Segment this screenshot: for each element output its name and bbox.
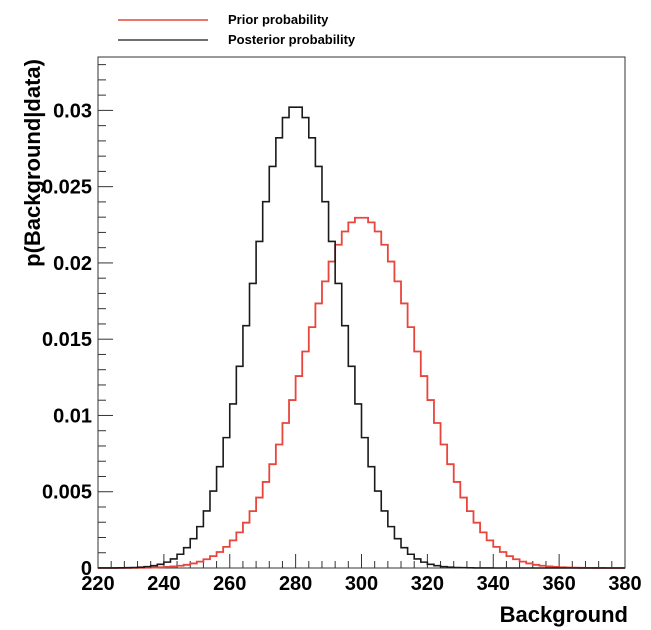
legend: Prior probability Posterior probability (118, 12, 356, 47)
x-tick-label: 220 (81, 573, 114, 595)
y-tick-label: 0.01 (53, 405, 92, 427)
axis-ticks (97, 64, 626, 569)
plot-frame (97, 56, 626, 569)
y-axis-title: p(Background|data) (20, 59, 45, 267)
tick-labels: 220 240 260 280 300 320 340 360 380 0 0.005 0.01 0.0… (42, 100, 642, 595)
series-prior-histogram (98, 216, 625, 569)
x-tick-label: 240 (147, 573, 180, 595)
y-tick-label: 0.02 (53, 253, 92, 275)
x-tick-label: 300 (345, 573, 378, 595)
x-axis-title: Background (500, 602, 628, 627)
legend-label-prior: Prior probability (228, 12, 329, 27)
legend-label-posterior: Posterior probability (228, 32, 356, 47)
x-tick-label: 360 (542, 573, 575, 595)
y-tick-label: 0.015 (42, 329, 92, 351)
x-tick-label: 320 (411, 573, 444, 595)
y-tick-label: 0.03 (53, 100, 92, 122)
series-posterior-histogram (98, 106, 625, 569)
y-tick-label: 0.025 (42, 177, 92, 199)
x-tick-label: 260 (213, 573, 246, 595)
x-tick-label: 340 (477, 573, 510, 595)
y-tick-label: 0.005 (42, 482, 92, 504)
x-tick-label: 380 (608, 573, 641, 595)
x-tick-label: 280 (279, 573, 312, 595)
y-tick-label: 0 (81, 558, 92, 580)
series-layer (98, 106, 625, 569)
